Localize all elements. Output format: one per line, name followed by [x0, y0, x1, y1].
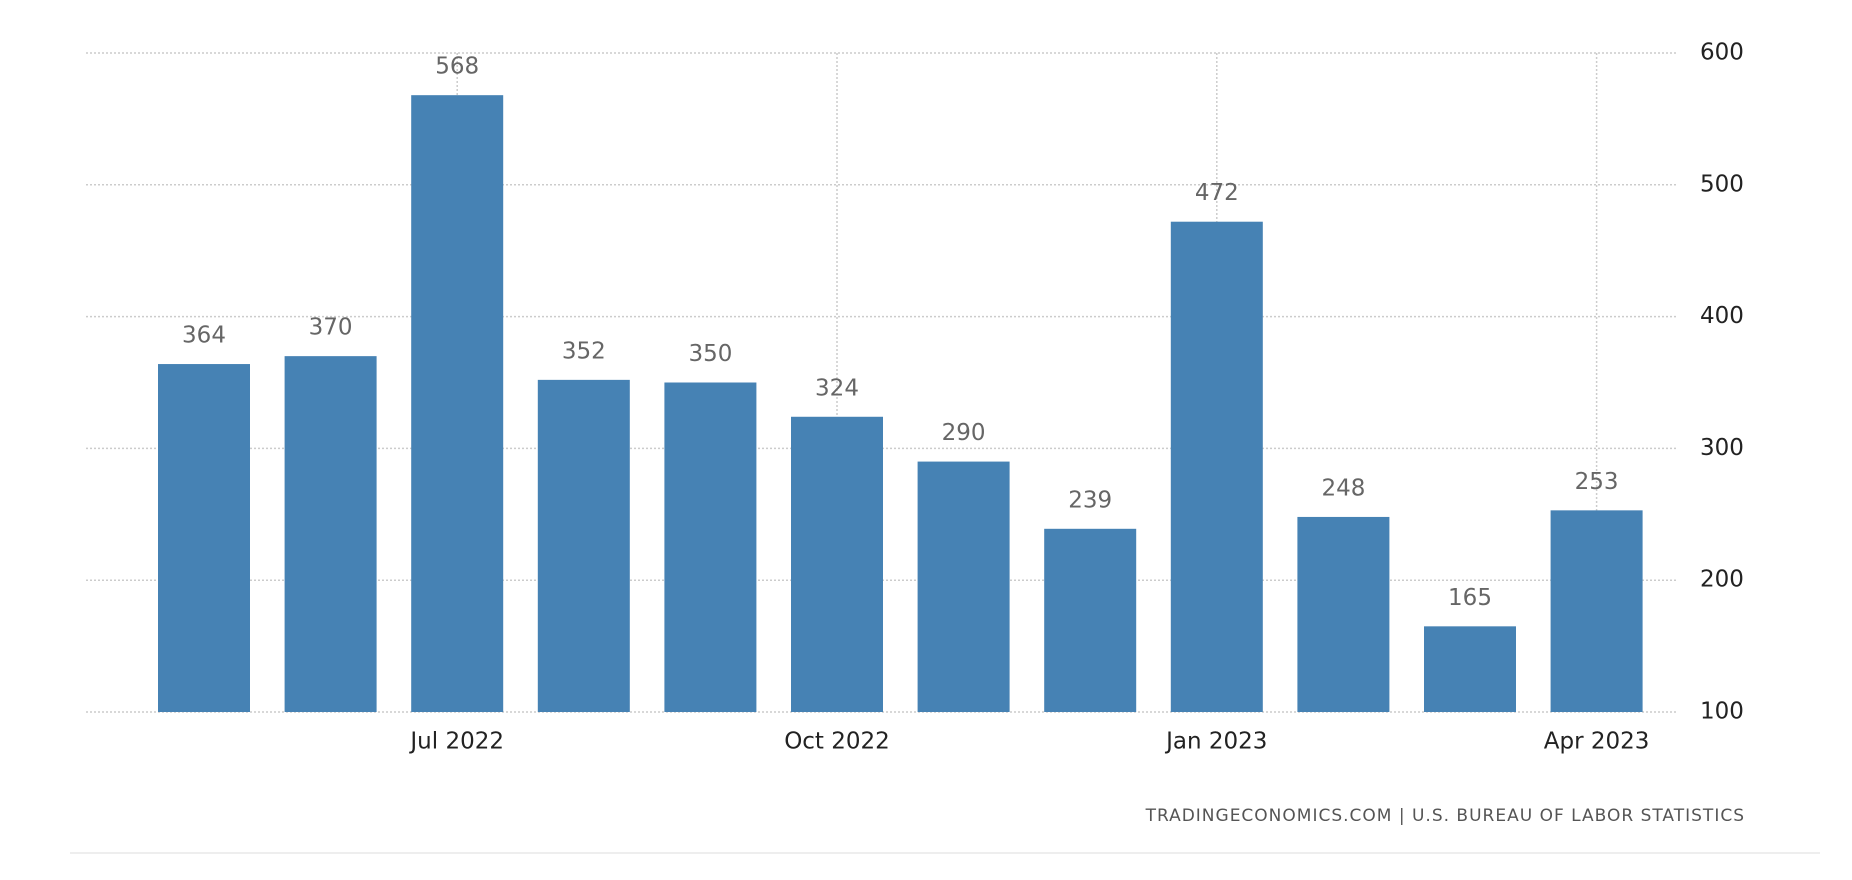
bar [1170, 221, 1263, 713]
bar [791, 416, 883, 712]
bar [664, 382, 757, 712]
value-label: 370 [309, 315, 353, 341]
value-label: 568 [435, 54, 479, 80]
bar [1297, 516, 1390, 712]
bar [158, 364, 250, 712]
value-label: 290 [942, 420, 986, 446]
value-label: 253 [1575, 469, 1619, 495]
value-label: 364 [182, 323, 226, 349]
value-label: 165 [1448, 585, 1492, 611]
x-tick-label: Oct 2022 [784, 729, 890, 755]
x-tick-label: Jan 2023 [1164, 729, 1267, 755]
y-tick-label: 400 [1700, 303, 1744, 329]
bar [411, 95, 504, 712]
value-label: 324 [815, 375, 859, 401]
y-tick-label: 300 [1700, 435, 1744, 461]
bar [537, 379, 630, 712]
bar [1044, 528, 1137, 712]
bar [1550, 510, 1643, 712]
x-tick-label: Jul 2022 [408, 729, 504, 755]
y-tick-label: 500 [1700, 171, 1744, 197]
value-label: 352 [562, 338, 606, 364]
y-tick-label: 100 [1700, 699, 1744, 725]
bar [1424, 626, 1516, 712]
y-tick-label: 200 [1700, 567, 1744, 593]
value-label: 239 [1068, 487, 1112, 513]
value-label: 248 [1321, 475, 1365, 501]
y-tick-label: 600 [1700, 40, 1744, 66]
value-label: 472 [1195, 180, 1239, 206]
x-tick-label: Apr 2023 [1544, 729, 1650, 755]
bar [284, 356, 377, 712]
value-label: 350 [688, 341, 732, 367]
source: TRADINGECONOMICS.COM | U.S. BUREAU OF LA… [1145, 806, 1745, 826]
bar [917, 461, 1010, 712]
